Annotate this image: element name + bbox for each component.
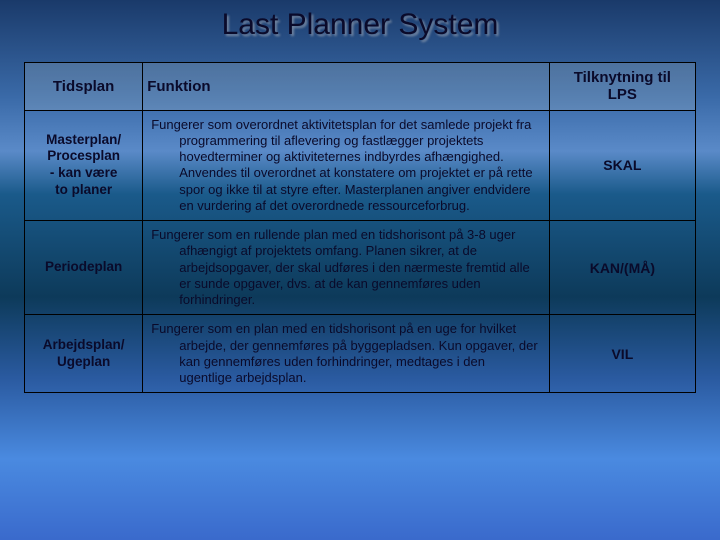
- header-tilknytning-line1: Tilknytning til: [574, 69, 671, 86]
- lps-cell-master: SKAL: [549, 110, 695, 221]
- plan-line: Procesplan: [47, 148, 120, 163]
- slide-title: Last Planner System: [0, 8, 720, 42]
- func-text: Fungerer som en plan med en tidshorisont…: [151, 321, 541, 386]
- func-cell-arbejds: Fungerer som en plan med en tidshorisont…: [143, 315, 550, 393]
- plan-line: Masterplan/: [46, 132, 121, 147]
- table-header-row: Tidsplan Funktion Tilknytning til LPS: [25, 63, 696, 111]
- table-row: Masterplan/ Procesplan - kan være to pla…: [25, 110, 696, 221]
- header-tilknytning-line2: LPS: [608, 86, 637, 103]
- plan-cell-periode: Periodeplan: [25, 221, 143, 315]
- plan-line: to planer: [55, 182, 112, 197]
- plan-line: Arbejdsplan/: [43, 337, 125, 352]
- header-funktion: Funktion: [143, 63, 550, 111]
- lps-cell-arbejds: VIL: [549, 315, 695, 393]
- plan-line: Periodeplan: [45, 259, 122, 274]
- plan-line: - kan være: [50, 165, 118, 180]
- plan-cell-arbejds: Arbejdsplan/ Ugeplan: [25, 315, 143, 393]
- slide: Last Planner System Tidsplan Funktion Ti…: [0, 0, 720, 540]
- func-cell-master: Fungerer som overordnet aktivitetsplan f…: [143, 110, 550, 221]
- func-text: Fungerer som en rullende plan med en tid…: [151, 227, 541, 308]
- table-row: Arbejdsplan/ Ugeplan Fungerer som en pla…: [25, 315, 696, 393]
- plan-line: Ugeplan: [57, 354, 110, 369]
- func-cell-periode: Fungerer som en rullende plan med en tid…: [143, 221, 550, 315]
- header-tilknytning: Tilknytning til LPS: [549, 63, 695, 111]
- lps-cell-periode: KAN/(MÅ): [549, 221, 695, 315]
- header-tidsplan: Tidsplan: [25, 63, 143, 111]
- plan-cell-master: Masterplan/ Procesplan - kan være to pla…: [25, 110, 143, 221]
- table-row: Periodeplan Fungerer som en rullende pla…: [25, 221, 696, 315]
- planner-table: Tidsplan Funktion Tilknytning til LPS Ma…: [24, 62, 696, 393]
- func-text: Fungerer som overordnet aktivitetsplan f…: [151, 117, 541, 215]
